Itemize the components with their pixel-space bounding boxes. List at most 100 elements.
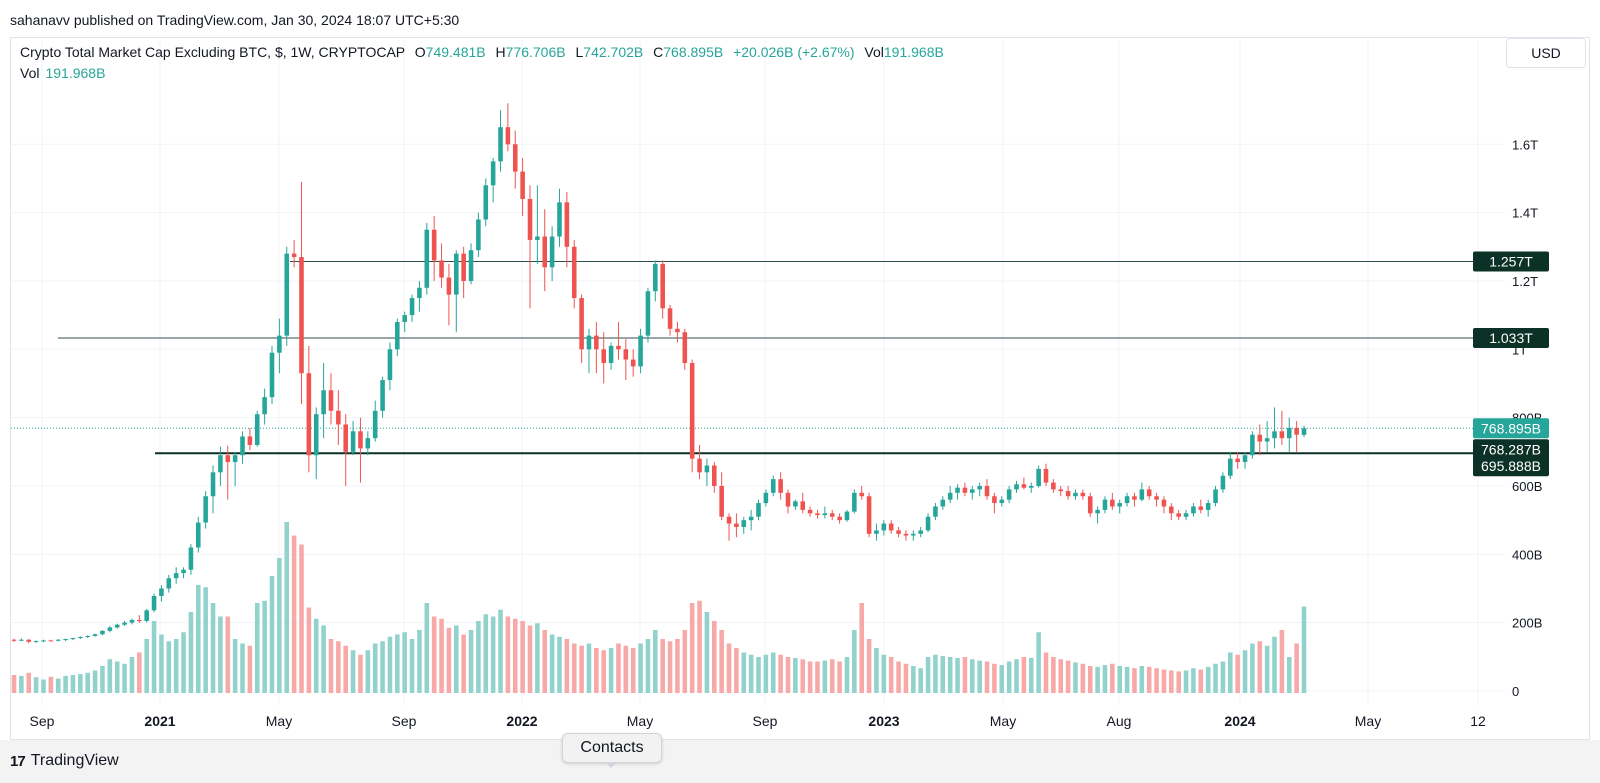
volume-bar [431,616,437,693]
candle-body [402,315,407,322]
candle-body [468,250,474,281]
volume-bar [254,603,260,693]
candle-body [807,509,813,514]
change-value: +20.026B (+2.67%) [733,44,855,60]
candle-body [144,610,149,621]
candle-body [321,390,326,415]
volume-bar [483,614,489,693]
price-label-text: 695.888B [1481,458,1541,474]
volume-value: 191.968B [883,44,944,60]
volume-bar [1191,668,1196,693]
volume-bar [1080,663,1086,693]
candle-body [594,335,599,350]
x-tick-label: Sep [753,713,778,729]
currency-button[interactable]: USD [1506,38,1586,68]
candle-body [365,438,371,449]
volume-bar [763,654,769,693]
price-label-box [1473,456,1549,477]
candle-body [1272,431,1277,439]
volume-bar [542,630,548,693]
candle-body [896,530,901,534]
volume-bar [409,639,415,693]
volume-bar [490,616,496,693]
volume-bar [734,648,739,693]
candle-body [712,465,717,486]
candle-body [1080,492,1086,497]
candle-body [306,373,312,456]
volume-bar [940,656,946,693]
candle-body [166,578,172,589]
volume-bar [1220,661,1226,693]
candle-body [638,335,643,367]
volume-bar [358,654,363,693]
candle-body [1006,489,1012,500]
volume-bar [1228,652,1233,693]
candle-body [70,638,76,640]
contacts-tooltip[interactable]: Contacts [562,733,662,763]
volume-bar [461,634,466,693]
volume-bar [925,657,931,693]
x-tick-label: Aug [1107,713,1132,729]
candle-body [498,127,503,162]
tradingview-logo-icon: 17 [10,752,26,770]
candle-body [41,640,46,642]
candle-body [1169,506,1174,514]
candle-body [85,635,90,638]
tradingview-brand[interactable]: 17 TradingView [10,752,119,770]
volume-bar [1073,662,1078,693]
candle-body [1183,513,1189,517]
volume-bar [1036,632,1041,693]
volume-bar [498,609,503,693]
candle-body [1286,427,1292,439]
candle-body [520,171,525,199]
candle-body [660,263,665,309]
volume-legend[interactable]: Vol 191.968B [20,65,105,81]
x-tick-label: 2021 [144,713,175,729]
candle-body [667,308,673,329]
volume-bar [594,648,599,693]
y-tick-label: 1.4T [1512,206,1538,221]
candle-body [1264,438,1270,442]
candle-body [129,619,135,623]
volume-bar [269,576,275,693]
candle-body [770,479,776,493]
volume-bar [807,661,813,693]
candle-body [947,492,953,500]
candle-body [343,424,348,452]
volume-bar [55,678,61,693]
candle-body [726,516,732,524]
volume-bar [11,675,17,693]
candle-body [380,380,385,411]
symbol-title[interactable]: Crypto Total Market Cap Excluding BTC, $… [20,44,405,60]
candle-body [579,298,584,350]
candle-body [535,236,540,240]
candle-body [11,639,17,641]
candle-body [1198,506,1204,510]
candle-body [918,530,923,534]
candle-body [888,523,894,531]
candle-body [254,414,260,445]
candle-body [107,627,113,631]
candle-body [719,485,724,517]
candle-body [262,397,267,415]
price-label-box [1473,328,1549,349]
candle-body [269,352,275,398]
volume-bar [970,659,975,693]
volume-bar [1286,657,1292,693]
volume-bar [837,661,842,693]
candle-body [358,431,363,449]
volume-bar [1301,606,1307,693]
candle-body [1279,431,1285,439]
candle-body [439,260,444,278]
candle-body [874,530,879,534]
volume-bar [653,630,658,693]
volume-bar [26,672,32,693]
y-tick-label: 0 [1512,684,1519,699]
candle-body [940,499,946,507]
candle-body [151,596,157,611]
volume-bar [78,674,83,693]
volume-bar [697,600,702,693]
candle-body [19,639,24,641]
x-tick-label: May [627,713,653,729]
